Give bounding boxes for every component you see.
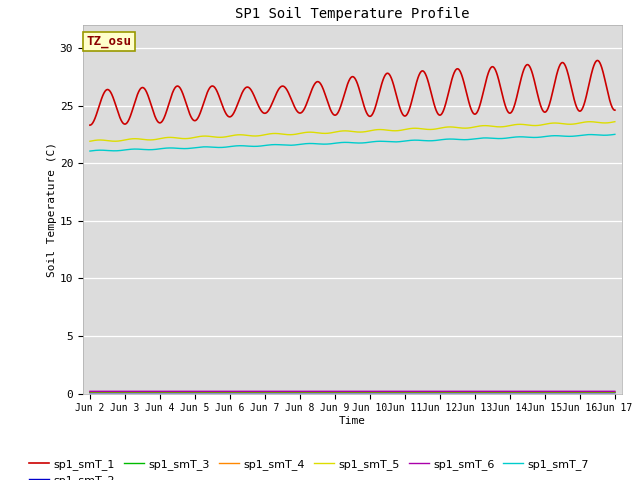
Text: TZ_osu: TZ_osu <box>86 35 131 48</box>
sp1_smT_4 <box>341 389 349 395</box>
sp1_smT_6 <box>596 388 604 394</box>
sp1_smT_6 <box>596 388 604 394</box>
sp1_smT_7 <box>113 148 120 154</box>
sp1_smT_1 <box>611 107 619 113</box>
sp1_smT_2 <box>113 390 120 396</box>
sp1_smT_3 <box>596 389 604 395</box>
sp1_smT_2 <box>596 390 604 396</box>
sp1_smT_1 <box>86 122 94 128</box>
sp1_smT_1 <box>596 60 604 66</box>
sp1_smT_1 <box>113 106 120 111</box>
sp1_smT_7 <box>596 132 604 138</box>
sp1_smT_6 <box>499 388 507 394</box>
sp1_smT_4 <box>596 389 604 395</box>
sp1_smT_4 <box>596 389 604 395</box>
sp1_smT_3 <box>113 389 120 395</box>
sp1_smT_2 <box>596 390 604 396</box>
sp1_smT_3 <box>611 389 619 395</box>
sp1_smT_1 <box>328 108 335 114</box>
sp1_smT_5 <box>596 120 604 125</box>
Line: sp1_smT_1: sp1_smT_1 <box>90 60 615 125</box>
Title: SP1 Soil Temperature Profile: SP1 Soil Temperature Profile <box>235 7 470 21</box>
sp1_smT_4 <box>328 389 335 395</box>
sp1_smT_5 <box>86 138 94 144</box>
sp1_smT_4 <box>499 389 507 395</box>
sp1_smT_2 <box>328 390 335 396</box>
sp1_smT_5 <box>113 138 120 144</box>
sp1_smT_5 <box>499 124 507 130</box>
X-axis label: Time: Time <box>339 416 366 426</box>
sp1_smT_2 <box>341 390 349 396</box>
sp1_smT_3 <box>596 389 604 395</box>
sp1_smT_5 <box>611 119 619 124</box>
Y-axis label: Soil Temperature (C): Soil Temperature (C) <box>47 142 57 277</box>
sp1_smT_5 <box>341 128 349 134</box>
sp1_smT_6 <box>328 388 335 394</box>
sp1_smT_3 <box>86 389 94 395</box>
sp1_smT_6 <box>611 388 619 394</box>
Line: sp1_smT_7: sp1_smT_7 <box>90 134 615 151</box>
sp1_smT_5 <box>328 130 335 136</box>
sp1_smT_1 <box>594 58 602 63</box>
sp1_smT_1 <box>499 96 507 101</box>
sp1_smT_6 <box>341 388 349 394</box>
sp1_smT_4 <box>611 389 619 395</box>
sp1_smT_5 <box>596 120 604 125</box>
sp1_smT_1 <box>596 60 604 65</box>
sp1_smT_7 <box>86 148 94 154</box>
sp1_smT_7 <box>499 135 507 141</box>
sp1_smT_3 <box>341 389 349 395</box>
sp1_smT_3 <box>499 389 507 395</box>
sp1_smT_1 <box>341 89 349 95</box>
sp1_smT_4 <box>113 389 120 395</box>
Legend: sp1_smT_1, sp1_smT_2, sp1_smT_3, sp1_smT_4, sp1_smT_5, sp1_smT_6, sp1_smT_7: sp1_smT_1, sp1_smT_2, sp1_smT_3, sp1_smT… <box>25 455 594 480</box>
sp1_smT_4 <box>86 389 94 395</box>
sp1_smT_2 <box>86 390 94 396</box>
sp1_smT_2 <box>611 390 619 396</box>
Line: sp1_smT_5: sp1_smT_5 <box>90 121 615 141</box>
sp1_smT_7 <box>341 140 349 145</box>
sp1_smT_3 <box>328 389 335 395</box>
sp1_smT_6 <box>113 388 120 394</box>
sp1_smT_7 <box>611 132 619 137</box>
sp1_smT_6 <box>86 388 94 394</box>
sp1_smT_7 <box>596 132 604 138</box>
sp1_smT_7 <box>328 141 335 146</box>
sp1_smT_2 <box>499 390 507 396</box>
